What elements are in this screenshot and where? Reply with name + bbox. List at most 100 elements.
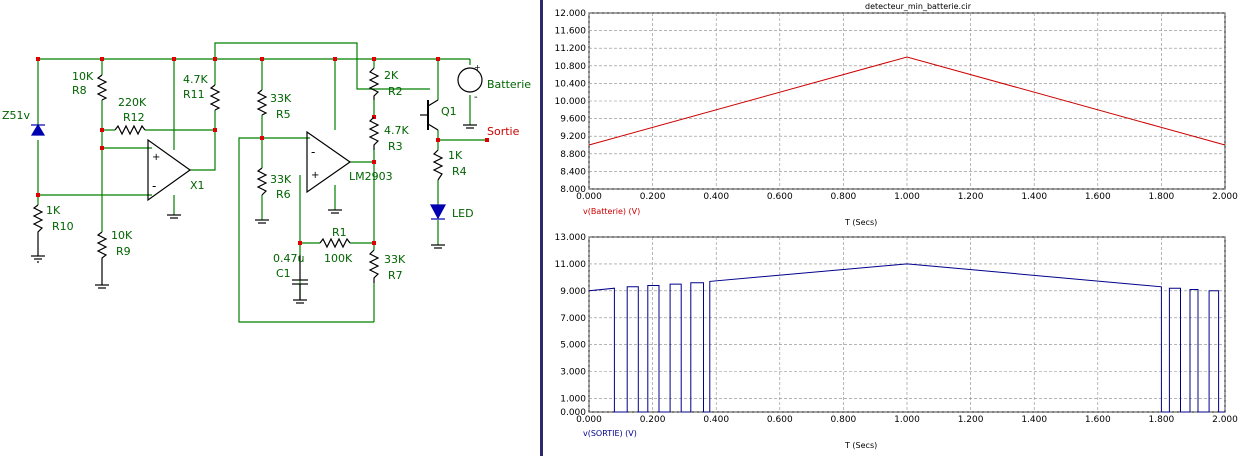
y-tick-label: 0.000 <box>560 408 586 418</box>
x-tick-label: 1.000 <box>894 192 920 202</box>
r4-resistor-icon <box>432 149 444 181</box>
comparator-lm2903-icon <box>306 130 352 194</box>
ground-icons <box>31 124 477 304</box>
svg-text:-: - <box>152 179 156 193</box>
x-tick-label: 1.800 <box>1149 415 1175 425</box>
label-r2-value: 2K <box>384 69 399 82</box>
ylabel-batterie: v(Batterie) (V) <box>583 207 640 216</box>
label-r11: R11 <box>183 88 205 101</box>
x-tick-label: 0.000 <box>576 415 602 425</box>
battery-source-icon <box>457 67 483 93</box>
svg-text:-: - <box>311 145 315 159</box>
series-line <box>588 56 1226 146</box>
y-tick-label: 8.800 <box>560 150 586 160</box>
label-lm2903: LM2903 <box>349 170 393 183</box>
led-icon <box>429 204 447 220</box>
x-tick-label: 0.400 <box>703 192 729 202</box>
y-tick-label: 8.000 <box>560 185 586 195</box>
r11-resistor-icon <box>209 84 221 111</box>
panel-divider[interactable] <box>540 0 548 456</box>
r9-resistor-icon <box>96 231 108 275</box>
x-tick-label: 1.000 <box>894 415 920 425</box>
label-r8: R8 <box>72 84 87 97</box>
y-tick-label: 11.600 <box>555 27 587 37</box>
x-tick-label: 2.000 <box>1212 415 1238 425</box>
label-q1: Q1 <box>441 105 457 118</box>
r6-resistor-icon <box>256 167 268 196</box>
schematic-panel[interactable]: + - - + Z51v <box>0 0 540 456</box>
x-tick-label: 1.400 <box>1021 192 1047 202</box>
x-tick-label: 0.000 <box>576 192 602 202</box>
label-r11-value: 4.7K <box>183 73 208 86</box>
label-c1-value: 0.47u <box>273 252 304 265</box>
label-r3-value: 4.7K <box>384 124 409 137</box>
y-tick-label: 13.000 <box>555 233 587 243</box>
x-tick-label: 0.600 <box>767 415 793 425</box>
y-tick-label: 11.200 <box>555 44 587 54</box>
label-r5: R5 <box>276 108 291 121</box>
r1-resistor-icon <box>319 237 351 249</box>
svg-text:+: + <box>311 170 319 181</box>
x-tick-label: 0.800 <box>831 192 857 202</box>
y-tick-label: 10.400 <box>555 79 587 89</box>
x-tick-label: 1.200 <box>958 192 984 202</box>
wires <box>37 42 487 323</box>
series-line <box>588 263 1225 413</box>
label-z51v: Z51v <box>2 109 31 122</box>
label-r1: R1 <box>332 226 347 239</box>
label-r6-value: 33K <box>270 173 292 186</box>
label-r4-value: 1K <box>448 149 463 162</box>
y-tick-label: 10.800 <box>555 62 587 72</box>
plot-sortie[interactable]: 0.000 0.200 0.400 0.600 0.800 1.000 1.200 1.400… <box>555 233 1239 425</box>
y-tick-label: 11.000 <box>555 260 587 270</box>
x-tick-label: 0.600 <box>767 192 793 202</box>
y-tick-label: 10.000 <box>555 97 587 107</box>
waveform-plots: detecteur_min_batterie.cir 0.000 0.200 0.4… <box>555 2 1239 450</box>
r3-resistor-icon <box>368 116 380 150</box>
xlabel-sortie: T (Secs) <box>844 441 877 450</box>
x-tick-label: 0.400 <box>703 415 729 425</box>
x-tick-label: 1.600 <box>1085 415 1111 425</box>
label-r5-value: 33K <box>270 92 292 105</box>
y-tick-label: 7.000 <box>560 314 586 324</box>
x-tick-label: 1.600 <box>1085 192 1111 202</box>
label-x1: X1 <box>190 179 205 192</box>
label-r4: R4 <box>452 165 467 178</box>
plots-panel[interactable]: detecteur_min_batterie.cir 0.000 0.200 0.4… <box>548 0 1243 456</box>
r5-resistor-icon <box>256 89 268 116</box>
label-led: LED <box>452 207 474 220</box>
label-r3: R3 <box>388 140 403 153</box>
x-tick-label: 2.000 <box>1212 192 1238 202</box>
label-r9-value: 10K <box>111 229 133 242</box>
label-r12: R12 <box>123 111 145 124</box>
battery-minus: - <box>474 92 478 103</box>
x-tick-label: 1.400 <box>1021 415 1047 425</box>
label-r1-value: 100K <box>324 252 353 265</box>
r10-resistor-icon <box>32 204 44 245</box>
label-r7: R7 <box>388 269 403 282</box>
x-tick-label: 1.800 <box>1149 192 1175 202</box>
y-tick-label: 1.000 <box>560 395 586 405</box>
chart-title: detecteur_min_batterie.cir <box>865 2 972 11</box>
label-batterie: Batterie <box>487 78 531 91</box>
ylabel-sortie: v(SORTIE) (V) <box>583 429 637 438</box>
label-sortie: Sortie <box>487 125 520 138</box>
label-r2: R2 <box>388 85 403 98</box>
r8-resistor-icon <box>96 74 108 101</box>
y-tick-label: 8.400 <box>560 167 586 177</box>
xlabel-batterie: T (Secs) <box>844 218 877 227</box>
r12-resistor-icon <box>114 124 146 136</box>
label-r10-value: 1K <box>46 204 61 217</box>
components: + - - + <box>30 67 483 304</box>
schematic-diagram[interactable]: + - - + Z51v <box>0 0 540 456</box>
label-r9: R9 <box>116 245 131 258</box>
label-r6: R6 <box>276 188 291 201</box>
r7-resistor-icon <box>368 249 380 283</box>
y-tick-label: 12.000 <box>555 9 587 19</box>
y-tick-label: 9.600 <box>560 115 586 125</box>
label-c1: C1 <box>276 267 291 280</box>
plot-batterie[interactable]: 0.000 0.200 0.400 0.600 0.800 1.000 1.200 1.400… <box>555 9 1239 202</box>
zener-diode-icon <box>30 123 46 136</box>
x-tick-label: 0.800 <box>831 415 857 425</box>
label-r7-value: 33K <box>384 253 406 266</box>
